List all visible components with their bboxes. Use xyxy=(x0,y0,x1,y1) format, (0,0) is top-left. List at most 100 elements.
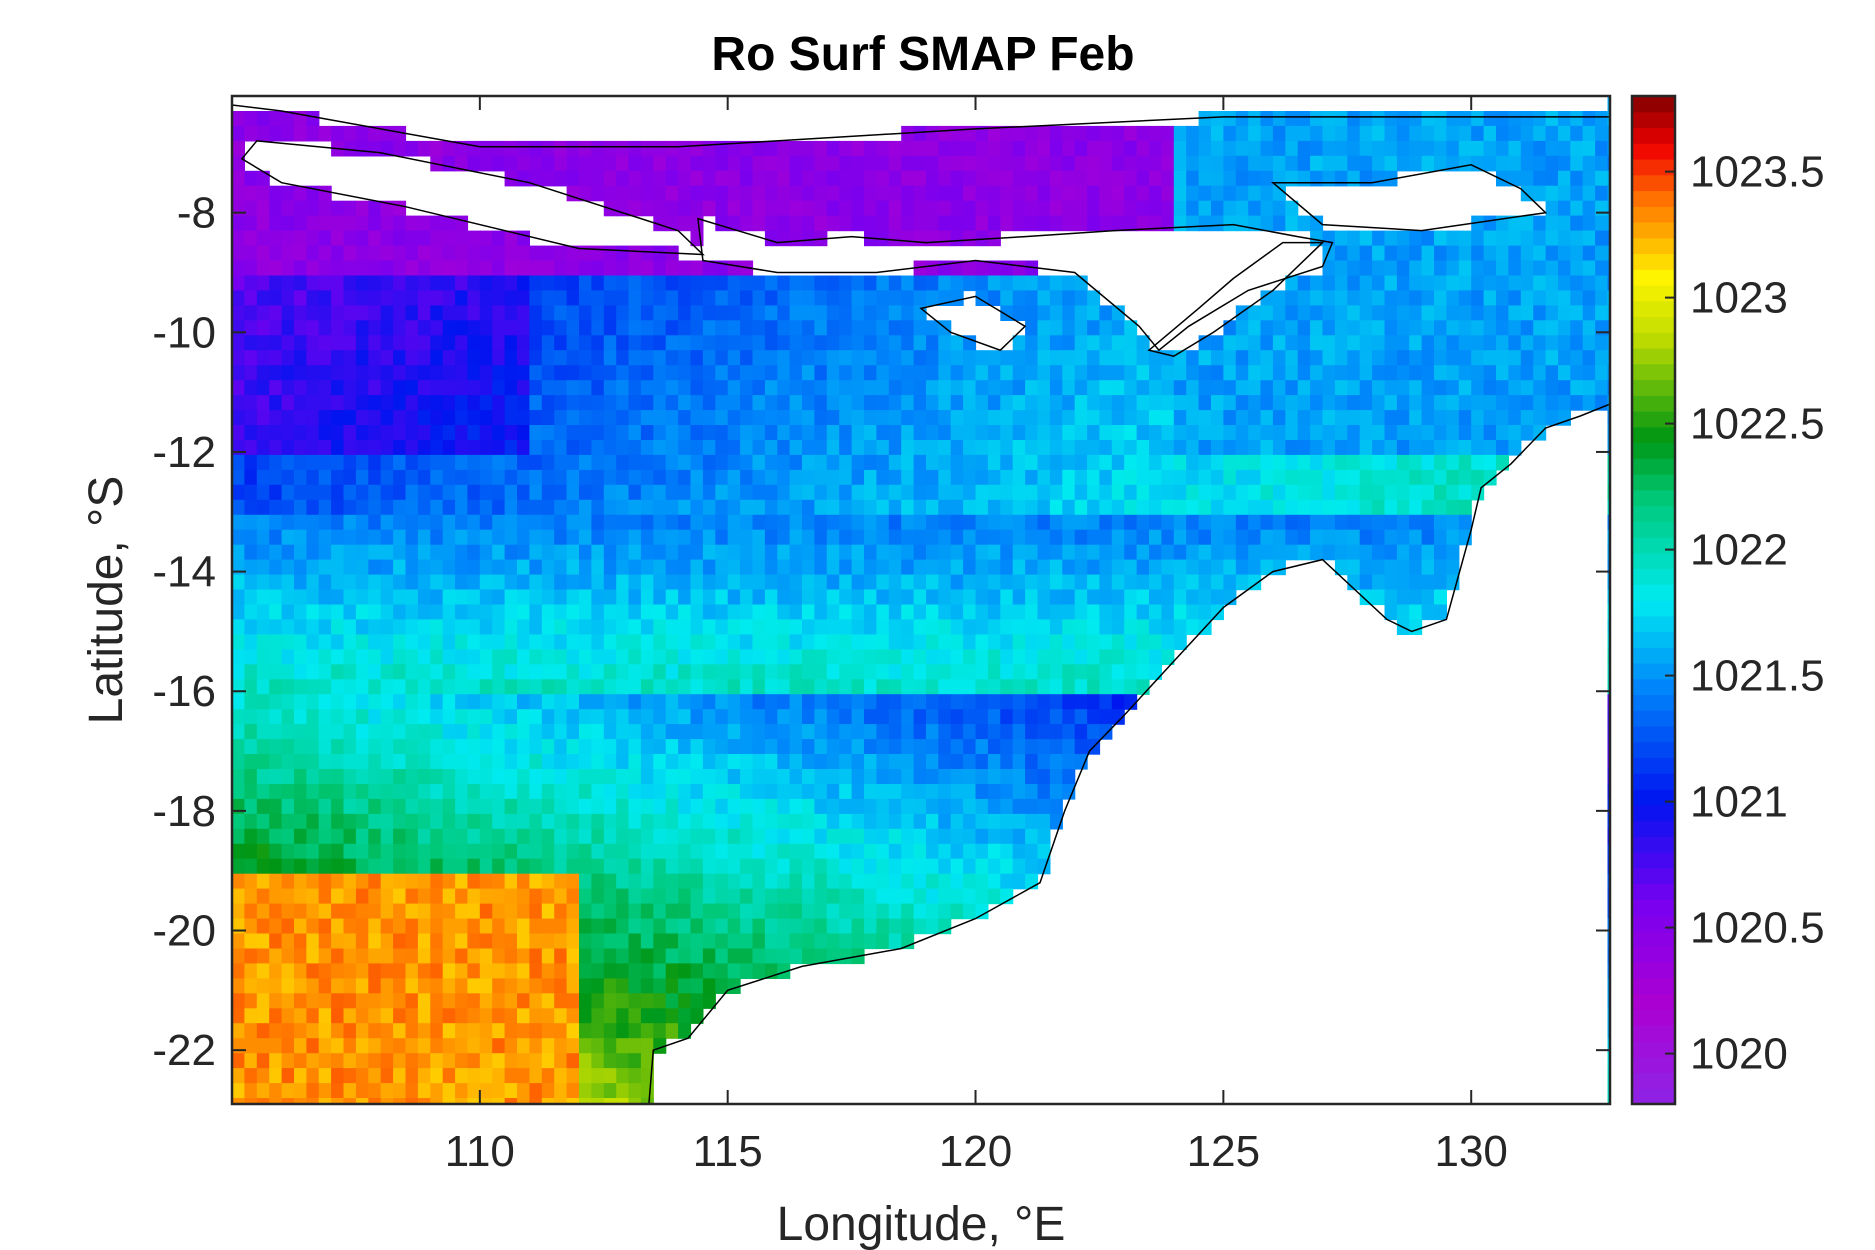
grid-cell xyxy=(541,365,555,381)
grid-cell xyxy=(541,769,555,785)
grid-cell xyxy=(529,694,543,710)
grid-cell xyxy=(1111,395,1125,411)
grid-cell xyxy=(826,604,840,621)
grid-cell xyxy=(541,709,555,725)
grid-cell xyxy=(950,634,964,650)
grid-cell xyxy=(1483,454,1497,471)
grid-cell xyxy=(1074,425,1088,441)
grid-cell xyxy=(864,155,877,172)
grid-cell xyxy=(752,933,766,950)
grid-cell xyxy=(1161,634,1175,650)
grid-cell xyxy=(1161,125,1175,142)
grid-cell xyxy=(1359,469,1373,486)
grid-cell xyxy=(913,425,927,441)
grid-cell xyxy=(331,709,345,725)
grid-cell xyxy=(1235,529,1249,546)
grid-cell xyxy=(752,335,766,351)
grid-cell xyxy=(764,350,778,366)
grid-cell xyxy=(417,694,431,710)
grid-cell xyxy=(1421,589,1435,606)
grid-cell xyxy=(517,529,530,546)
grid-cell xyxy=(764,858,778,875)
grid-cell xyxy=(355,529,369,546)
grid-cell xyxy=(702,769,716,785)
grid-cell xyxy=(591,724,605,740)
grid-cell xyxy=(256,185,270,202)
grid-cell xyxy=(380,290,394,306)
grid-cell xyxy=(1111,170,1125,187)
grid-cell xyxy=(963,709,977,725)
grid-cell xyxy=(888,754,902,770)
grid-cell xyxy=(1322,514,1336,531)
grid-cell xyxy=(653,514,667,531)
grid-cell xyxy=(256,634,270,650)
grid-cell xyxy=(950,484,964,501)
grid-cell xyxy=(343,260,357,277)
grid-cell xyxy=(975,724,989,740)
grid-cell xyxy=(1409,140,1423,157)
grid-cell xyxy=(343,1023,357,1039)
grid-cell xyxy=(1421,499,1435,516)
grid-cell xyxy=(442,769,456,785)
grid-cell xyxy=(987,813,1001,830)
grid-cell xyxy=(368,440,382,456)
grid-cell xyxy=(355,440,369,456)
grid-cell xyxy=(702,140,716,157)
grid-cell xyxy=(1049,454,1063,471)
grid-cell xyxy=(393,335,407,351)
grid-cell xyxy=(1359,380,1373,396)
grid-cell xyxy=(913,514,927,531)
grid-cell xyxy=(591,903,605,920)
grid-cell xyxy=(232,828,245,845)
grid-cell xyxy=(1533,260,1547,277)
grid-cell xyxy=(888,454,902,471)
grid-cell xyxy=(1260,440,1274,456)
grid-cell xyxy=(331,903,345,920)
grid-cell xyxy=(789,798,803,815)
grid-cell xyxy=(727,440,741,456)
grid-cell xyxy=(851,499,865,516)
grid-cell xyxy=(950,694,964,710)
grid-cell xyxy=(430,858,444,875)
grid-cell xyxy=(442,574,456,591)
grid-cell xyxy=(232,410,245,426)
grid-cell xyxy=(690,784,704,800)
grid-cell xyxy=(442,380,456,396)
grid-cell xyxy=(517,784,530,800)
grid-cell xyxy=(802,828,815,845)
grid-cell xyxy=(368,784,382,800)
grid-cell xyxy=(1558,305,1571,321)
grid-cell xyxy=(294,1008,307,1024)
grid-cell xyxy=(430,1023,444,1039)
grid-cell xyxy=(1111,664,1125,680)
grid-cell xyxy=(1322,425,1336,441)
grid-cell xyxy=(814,903,828,920)
grid-cell xyxy=(1396,155,1410,172)
grid-cell xyxy=(294,634,307,650)
grid-cell xyxy=(541,739,555,755)
grid-cell xyxy=(368,1038,382,1054)
grid-cell xyxy=(1384,350,1398,366)
grid-cell xyxy=(1149,649,1162,665)
grid-cell xyxy=(702,649,716,665)
grid-cell xyxy=(1025,499,1039,516)
grid-cell xyxy=(430,873,444,890)
grid-cell xyxy=(1545,111,1559,127)
grid-cell xyxy=(492,155,506,172)
grid-cell xyxy=(1545,275,1559,292)
grid-cell xyxy=(1458,454,1472,471)
grid-cell xyxy=(256,1023,270,1039)
grid-cell xyxy=(1359,111,1373,127)
grid-cell xyxy=(1347,230,1361,247)
grid-cell xyxy=(306,784,320,800)
grid-cell xyxy=(864,469,877,486)
grid-cell xyxy=(826,215,840,232)
grid-cell xyxy=(1037,305,1051,321)
grid-cell xyxy=(1062,215,1076,232)
grid-cell xyxy=(244,484,258,501)
grid-cell xyxy=(690,350,704,366)
grid-cell xyxy=(603,843,617,860)
grid-cell xyxy=(355,215,369,232)
grid-cell xyxy=(702,380,716,396)
grid-cell xyxy=(343,410,357,426)
